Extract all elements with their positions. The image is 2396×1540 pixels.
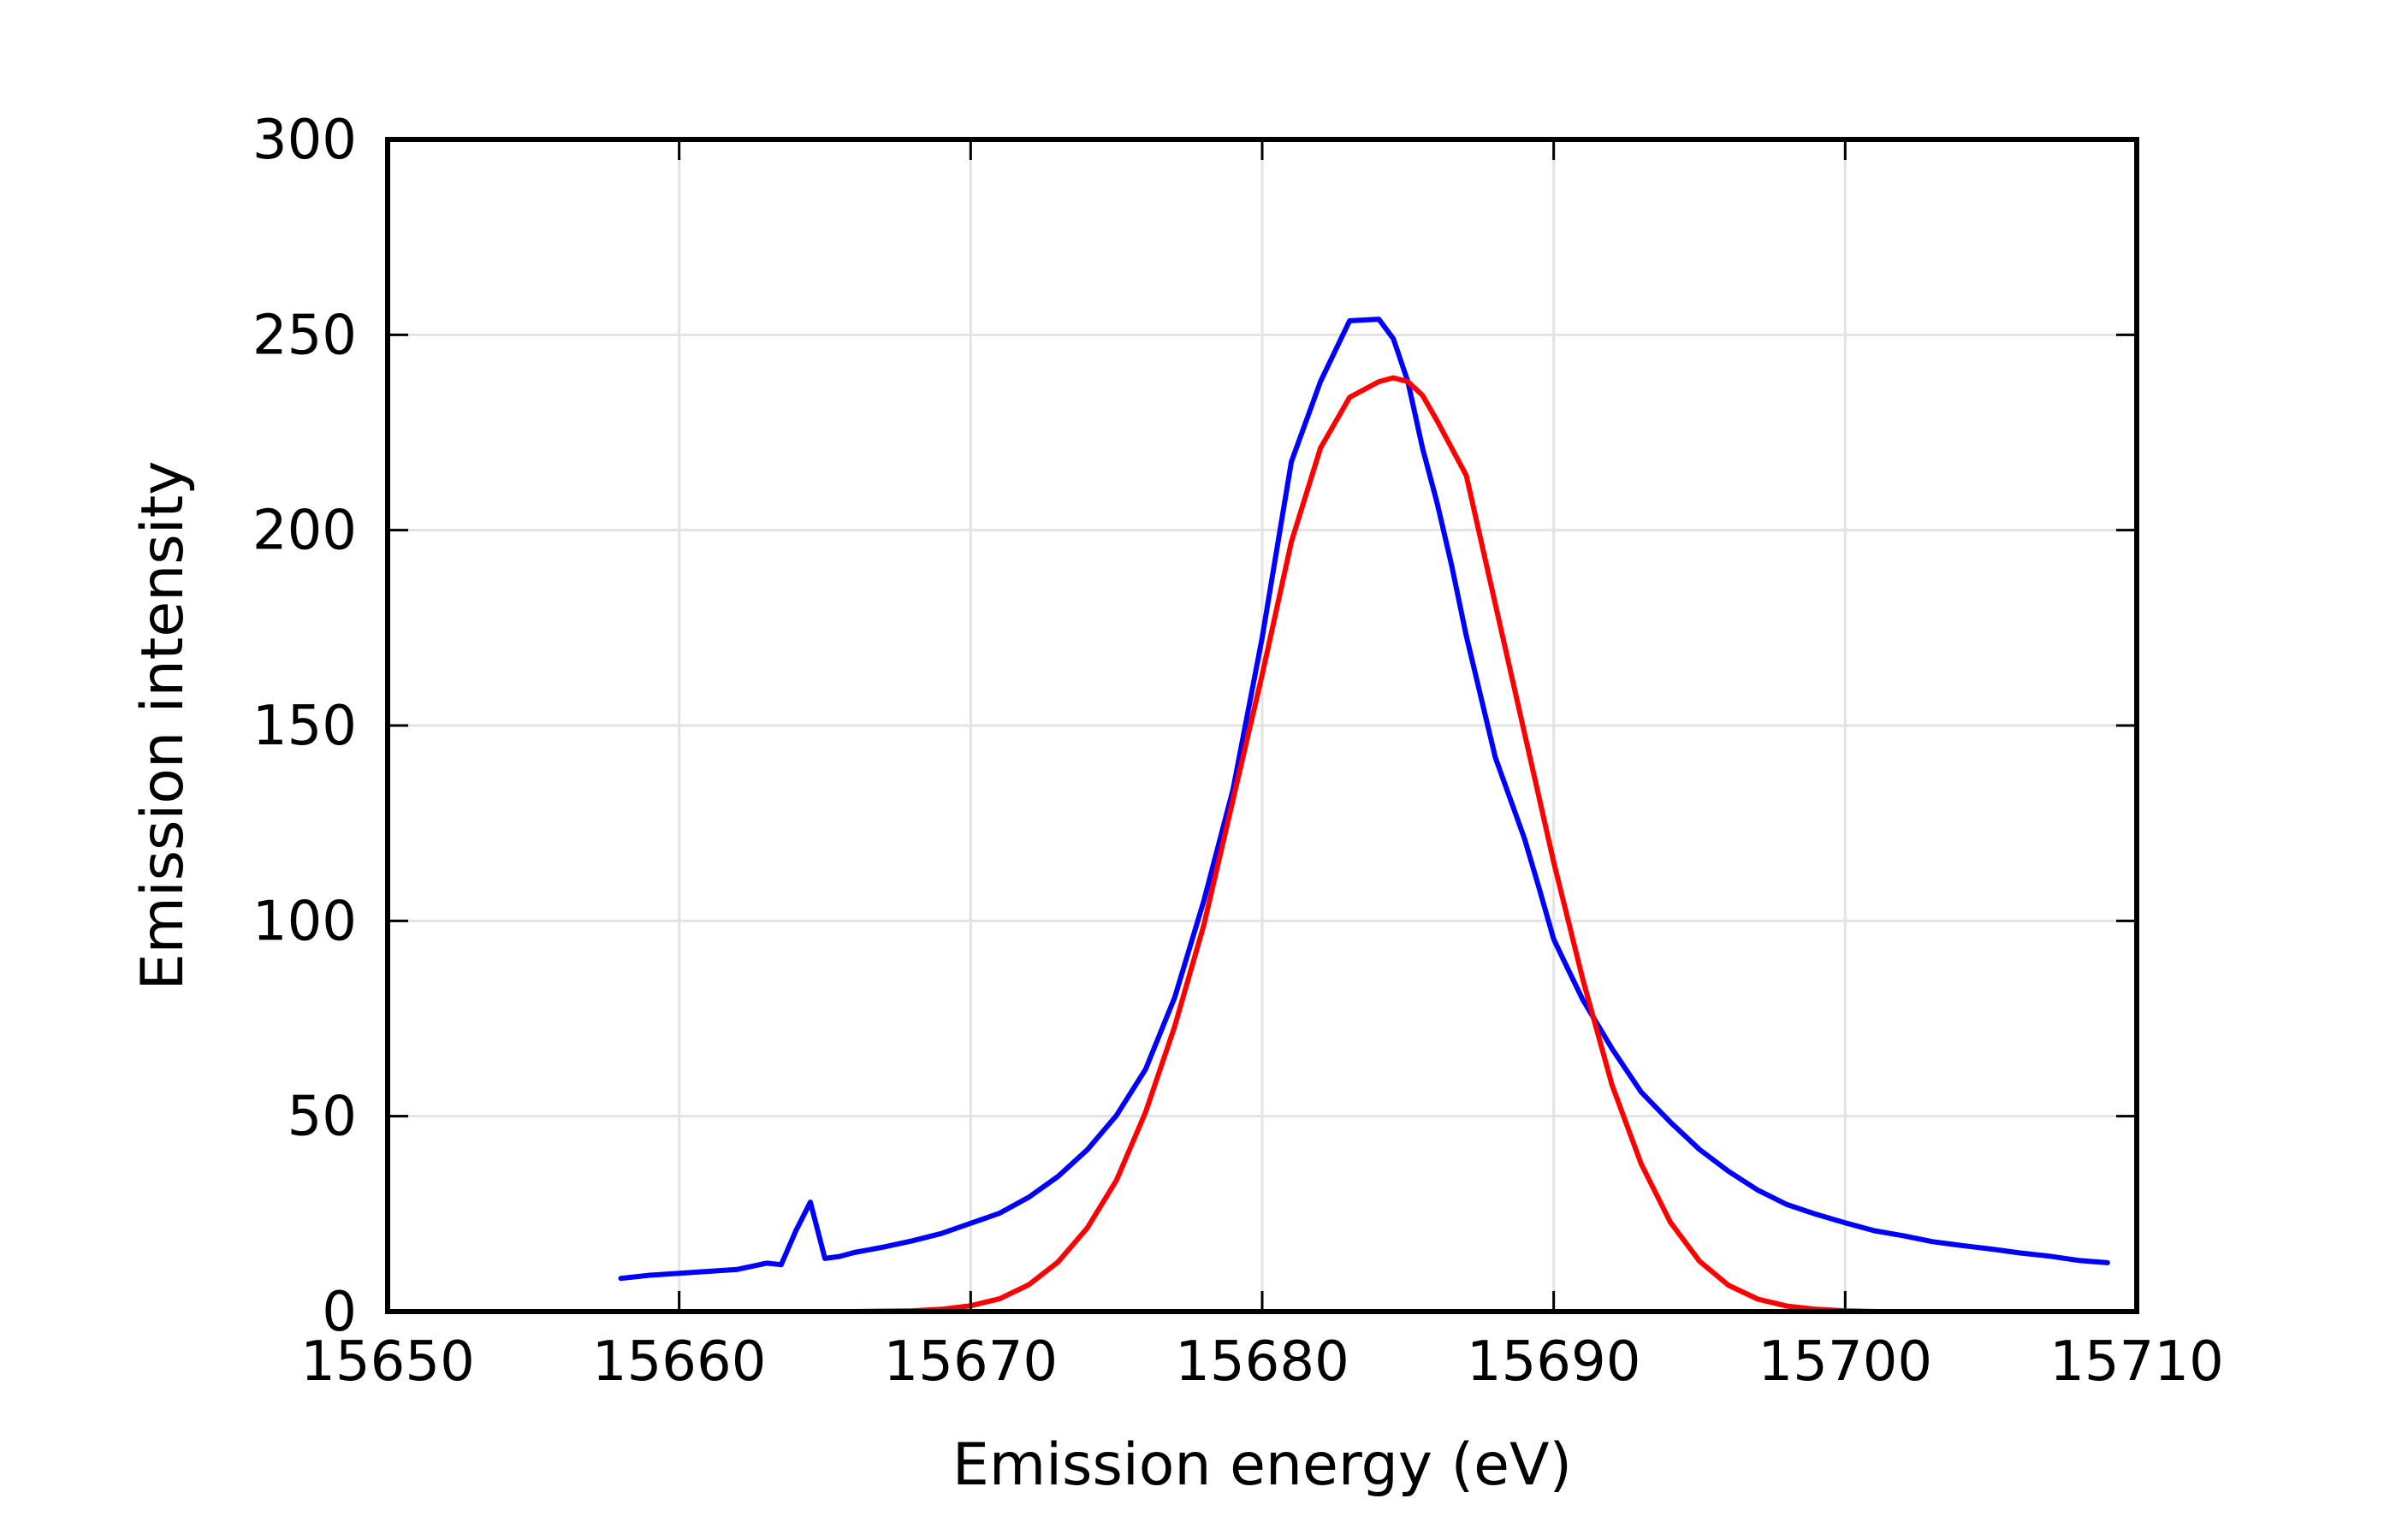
fit-curve-line (618, 375, 2139, 1314)
x-tick-label: 15690 (1467, 1330, 1641, 1394)
x-tick-label: 15700 (1758, 1330, 1933, 1394)
y-tick-label: 50 (288, 1086, 357, 1149)
y-tick-label: 0 (322, 1281, 357, 1344)
y-tick-label: 100 (252, 890, 357, 953)
y-axis-label: Emission intensity (129, 461, 197, 991)
grid-lines (388, 139, 2137, 1312)
measured-spectrum-line (618, 317, 2110, 1282)
plot-frame (385, 137, 2139, 1314)
x-tick-label: 15660 (592, 1330, 767, 1394)
y-tick-label: 150 (252, 695, 357, 758)
x-tick-label: 15650 (300, 1330, 475, 1394)
x-tick-label: 15670 (884, 1330, 1059, 1394)
x-tick-label: 15680 (1175, 1330, 1349, 1394)
x-axis-label: Emission energy (eV) (952, 1431, 1572, 1499)
y-tick-label: 250 (252, 304, 357, 367)
series-layer (618, 317, 2139, 1314)
x-tick-label: 15710 (2049, 1330, 2224, 1394)
y-tick-label: 300 (252, 109, 357, 172)
y-tick-label: 200 (252, 500, 357, 563)
